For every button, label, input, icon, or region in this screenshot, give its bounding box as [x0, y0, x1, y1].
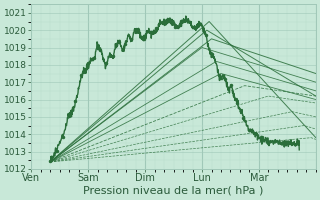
X-axis label: Pression niveau de la mer( hPa ): Pression niveau de la mer( hPa )	[84, 186, 264, 196]
